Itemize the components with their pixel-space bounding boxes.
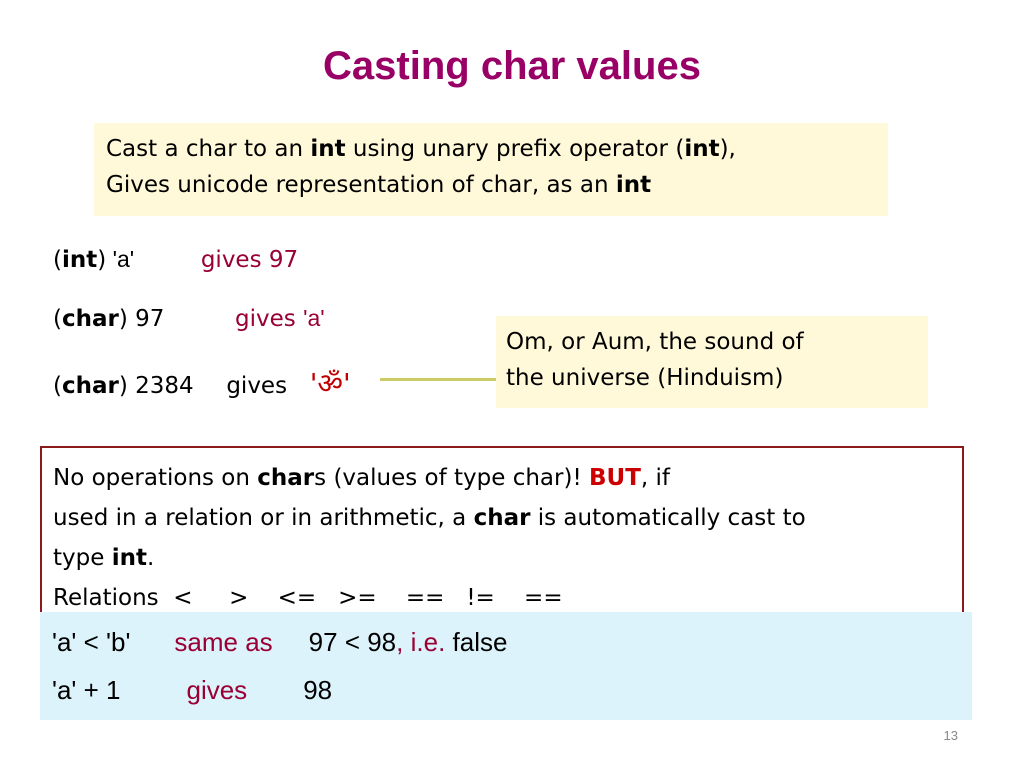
cast-argument: 'a' — [106, 246, 135, 272]
ops-text: s (values of type char)! — [314, 465, 589, 491]
om-result: 'ॐ' — [310, 367, 351, 400]
code-line-compare: 'a' < 'b' same as 97 < 98, i.e. false — [52, 618, 972, 666]
intro-line-2: Gives unicode representation of char, as… — [106, 167, 888, 203]
code-value: 97 < 98 — [308, 627, 397, 657]
paren: ( — [53, 373, 62, 399]
om-note-line-1: Om, or Aum, the sound of — [506, 329, 804, 355]
cast-keyword: char — [61, 306, 119, 332]
intro-text: ), — [719, 136, 736, 162]
code-value: 98 — [303, 675, 333, 705]
paren: ( — [53, 306, 62, 332]
ops-line-1: No operations on chars (values of type c… — [53, 458, 962, 498]
quote: ' — [342, 367, 351, 400]
ops-line-2: used in a relation or in arithmetic, a c… — [53, 498, 962, 538]
ops-line-3: type int. — [53, 538, 962, 578]
intro-line-1: Cast a char to an int using unary prefix… — [106, 131, 888, 167]
cast-argument: 97 — [127, 306, 165, 332]
code-separator: , i.e. — [396, 627, 446, 657]
ops-keyword: int — [111, 545, 147, 571]
cast-result: 'a' — [303, 305, 325, 331]
example-int-cast: (int) 'a' gives 97 — [53, 246, 298, 273]
code-example-box: 'a' < 'b' same as 97 < 98, i.e. false 'a' … — [40, 612, 972, 720]
code-line-add: 'a' + 1 gives 98 — [52, 666, 972, 714]
cast-result: gives 97 — [200, 247, 299, 273]
intro-text: using unary prefix operator ( — [345, 136, 685, 162]
ops-keyword: char — [473, 505, 531, 531]
om-note-line-2: the universe (Hinduism) — [506, 365, 784, 391]
example-char-cast: (char) 97 gives 'a' — [53, 305, 325, 332]
gives-label: gives — [226, 373, 288, 399]
ops-text: , if — [640, 465, 671, 491]
cast-keyword: int — [61, 247, 98, 273]
om-glyph: ॐ — [317, 367, 343, 400]
ops-keyword: char — [257, 465, 315, 491]
intro-keyword: int — [310, 136, 346, 162]
example-om-cast: (char) 2384 gives 'ॐ' — [53, 364, 351, 402]
intro-text: Cast a char to an — [106, 136, 311, 162]
intro-keyword: int — [684, 136, 720, 162]
slide-title: Casting char values — [323, 44, 701, 88]
gives-label: gives — [235, 306, 296, 332]
ops-text: . — [146, 545, 155, 571]
intro-keyword: int — [615, 172, 652, 198]
operations-box: No operations on chars (values of type c… — [40, 446, 964, 614]
ops-text: is automatically cast to — [530, 505, 806, 531]
paren: ( — [53, 247, 62, 273]
intro-text: Gives unicode representation of char, as… — [106, 172, 616, 198]
relations-line: Relations < > <= >= == != == — [53, 585, 563, 611]
callout-connector — [380, 378, 496, 381]
code-relation: gives — [186, 675, 248, 705]
intro-box: Cast a char to an int using unary prefix… — [94, 123, 888, 216]
cast-keyword: char — [61, 373, 119, 399]
om-callout-box: Om, or Aum, the sound of the universe (H… — [496, 316, 928, 408]
but-highlight: BUT — [589, 465, 641, 491]
paren: ) — [118, 306, 128, 332]
paren: ) — [97, 247, 107, 273]
page-number: 13 — [943, 728, 958, 743]
quote: ' — [309, 367, 318, 400]
ops-text: used in a relation or in arithmetic, a — [53, 505, 474, 531]
ops-text: type — [53, 545, 112, 571]
cast-argument: 2384 — [127, 373, 194, 399]
ops-text: No operations on — [53, 465, 258, 491]
code-result: false — [445, 627, 508, 657]
code-expression: 'a' + 1 — [52, 675, 121, 705]
code-expression: 'a' < 'b' — [52, 627, 131, 657]
paren: ) — [118, 373, 128, 399]
code-relation: same as — [174, 627, 273, 657]
